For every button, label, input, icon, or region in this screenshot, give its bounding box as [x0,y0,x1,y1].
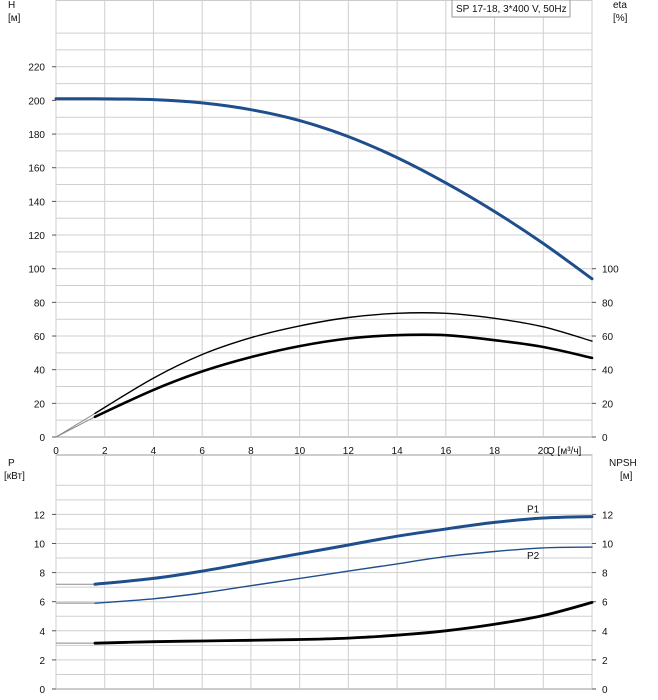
series-line-1 [94,312,593,415]
x-tick-label: 0 [53,446,59,457]
y2-tick-label: 4 [602,627,608,638]
title-box [451,0,571,18]
y-tick-label: 2 [39,656,45,667]
y-tick-label: 40 [34,366,46,377]
y-tick-label: 120 [28,231,45,242]
y2-tick-label: 60 [602,332,614,343]
y-tick-label: 10 [34,540,46,551]
y-axis-name: P [8,458,15,469]
series-label-p1: P1 [527,505,540,516]
y2-tick-label: 8 [602,569,608,580]
y2-tick-label: 6 [602,598,608,609]
y-tick-label: 20 [34,399,46,410]
y-tick-label: 140 [28,197,45,208]
series-line-0 [93,515,594,586]
x-tick-label: 16 [440,446,452,457]
y2-tick-label: 2 [602,656,608,667]
x-tick-label: 12 [343,446,355,457]
y2-axis-unit: [%] [613,13,628,24]
x-tick-label: 10 [294,446,306,457]
series-line-0 [54,97,594,281]
y2-tick-label: 20 [602,399,614,410]
x-tick-label: 6 [199,446,205,457]
y-tick-label: 60 [34,332,46,343]
y2-tick-label: 0 [602,433,608,444]
chart-title: SP 17-18, 3*400 V, 50Hz [456,4,567,15]
x-tick-label: 2 [102,446,108,457]
y-axis-unit: [кВт] [4,471,25,482]
y2-axis-unit: [м] [620,471,633,482]
series-line-1 [94,546,593,604]
y2-tick-label: 0 [602,685,608,696]
x-axis-label: Q [м³/ч] [547,446,582,457]
y-tick-label: 160 [28,164,45,175]
series-line-2 [93,333,594,419]
y-tick-label: 6 [39,598,45,609]
x-tick-label: 18 [489,446,501,457]
y-tick-label: 8 [39,569,45,580]
series-label-p2: P2 [527,551,540,562]
y2-tick-label: 40 [602,366,614,377]
y-tick-label: 220 [28,63,45,74]
y2-axis-name: NPSH [609,458,637,469]
x-tick-label: 4 [151,446,157,457]
y-tick-label: 0 [39,433,45,444]
y-tick-label: 100 [28,265,45,276]
y-axis-unit: [м] [8,13,21,24]
y2-axis-name: eta [613,0,627,11]
x-tick-label: 20 [538,446,550,457]
y-tick-label: 80 [34,298,46,309]
y2-tick-label: 80 [602,298,614,309]
y-tick-label: 180 [28,130,45,141]
y-axis-name: H [8,0,15,11]
y2-tick-label: 10 [602,540,614,551]
curve-extension [55,416,96,438]
x-tick-label: 8 [248,446,254,457]
y-tick-label: 0 [39,685,45,696]
x-tick-label: 14 [392,446,404,457]
series-line-2 [93,601,594,645]
y2-tick-label: 12 [602,510,614,521]
y2-tick-label: 100 [602,265,619,276]
y-tick-label: 12 [34,510,46,521]
y-tick-label: 200 [28,96,45,107]
bottom-plot-frame [55,454,593,690]
y-tick-label: 4 [39,627,45,638]
